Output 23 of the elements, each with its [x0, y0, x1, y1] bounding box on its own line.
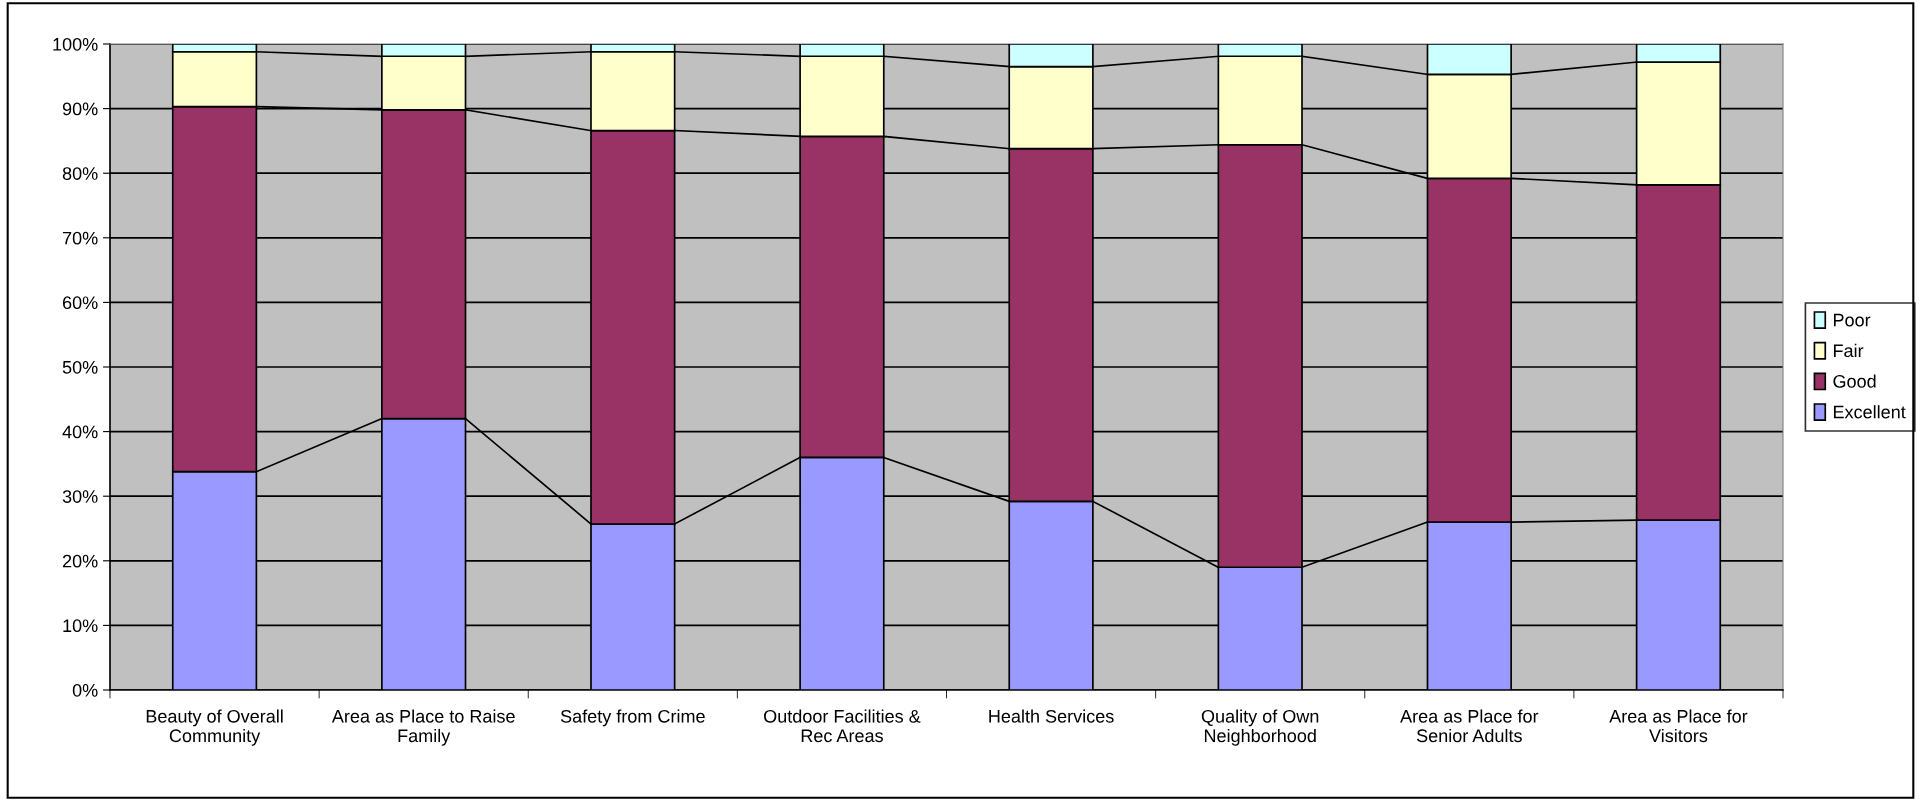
- x-tick-label: Outdoor Facilities & Rec Areas: [764, 709, 921, 743]
- x-tick-label: Safety from Crime: [560, 709, 705, 727]
- x-tick-label: Beauty of Overall Community: [146, 709, 283, 746]
- x-tick-label: Quality of Own Neighborhood: [1201, 709, 1319, 746]
- x-tick-label: Area as Place for Visitors: [1609, 709, 1748, 743]
- legend-label: Good: [1833, 374, 1876, 388]
- y-tick-label: 40%: [62, 425, 98, 439]
- x-tick-label: Health Services: [989, 709, 1114, 723]
- x-tick-label: Area as Place for Senior Adults: [1400, 709, 1539, 743]
- legend-label: Poor: [1833, 313, 1871, 327]
- y-tick-label: 90%: [62, 102, 98, 116]
- y-tick-label: 10%: [63, 619, 98, 633]
- y-tick-label: 80%: [62, 167, 98, 180]
- y-tick-label: 20%: [62, 554, 98, 568]
- legend-label: Excellent: [1833, 405, 1906, 419]
- y-tick-label: 60%: [62, 296, 98, 310]
- x-tick-label: Area as Place to Raise Family: [331, 709, 515, 746]
- y-tick-label: 100%: [53, 37, 98, 51]
- y-tick-label: 30%: [62, 490, 98, 503]
- y-tick-label: 50%: [62, 360, 98, 374]
- legend-label: Fair: [1833, 343, 1864, 358]
- y-tick-label: 70%: [62, 231, 98, 245]
- y-tick-label: 0%: [72, 683, 98, 697]
